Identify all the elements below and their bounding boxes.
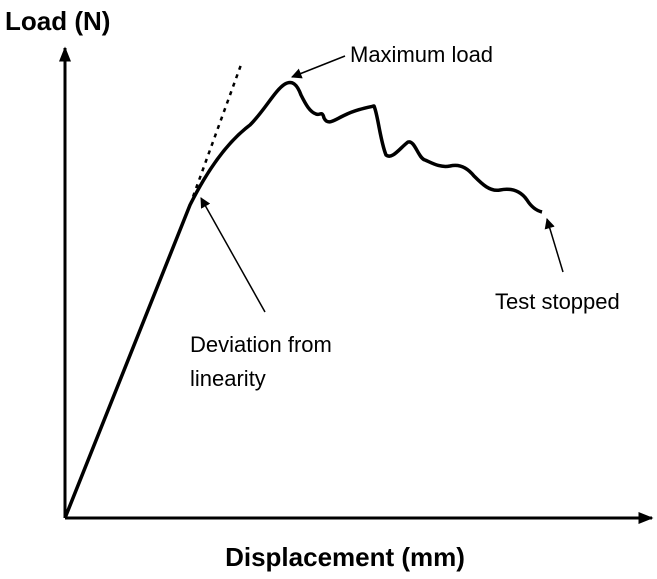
- annotation: Maximum load: [350, 42, 493, 67]
- max-load-arrow: [291, 55, 346, 79]
- annotation: Test stopped: [495, 289, 620, 314]
- deviation-arrow: [200, 197, 266, 313]
- linear-extension: [188, 61, 244, 206]
- annotation: Deviation from: [190, 332, 332, 357]
- y-axis-label: Load (N): [5, 6, 110, 36]
- test-stopped-arrow: [544, 217, 564, 273]
- x-axis-label: Displacement (mm): [225, 542, 465, 572]
- load-curve: [63, 80, 543, 519]
- annotation: linearity: [190, 366, 266, 391]
